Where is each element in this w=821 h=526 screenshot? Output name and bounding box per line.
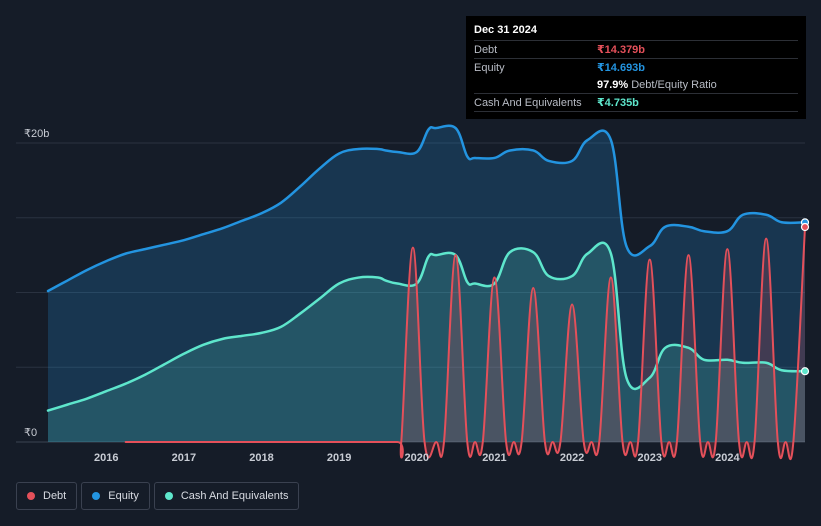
x-tick-label: 2021 [482, 452, 506, 464]
hover-tooltip: Dec 31 2024 Debt ₹14.379b Equity ₹14.693… [466, 16, 806, 119]
x-tick-label: 2023 [637, 452, 661, 464]
cash-line [46, 241, 807, 412]
y-tick-label: ₹0 [24, 427, 37, 439]
x-tick-label: 2017 [172, 452, 196, 464]
legend-label-debt: Debt [43, 490, 67, 502]
debt-area [125, 227, 805, 460]
tooltip-equity-value: ₹14.693b [597, 62, 646, 74]
y-tick-label: ₹20b [24, 128, 49, 140]
legend-item-debt[interactable]: Debt [16, 482, 78, 510]
tooltip-ratio-row: 97.9% Debt/Equity Ratio [474, 76, 798, 93]
chart-legend: Debt Equity Cash And Equivalents [16, 482, 300, 510]
legend-item-cash[interactable]: Cash And Equivalents [153, 482, 300, 510]
tooltip-cash-row: Cash And Equivalents ₹4.735b [474, 93, 798, 112]
legend-label-cash: Cash And Equivalents [180, 490, 289, 502]
series-lines [46, 124, 807, 461]
grid-lines [16, 142, 805, 443]
tooltip-equity-label: Equity [474, 61, 505, 74]
cash-dot-icon [164, 492, 173, 500]
tooltip-equity-row: Equity ₹14.693b [474, 58, 798, 76]
equity-line [46, 124, 807, 293]
equity-dot-icon [92, 492, 101, 500]
x-tick-label: 2022 [560, 452, 584, 464]
legend-item-equity[interactable]: Equity [81, 482, 150, 510]
x-tick-label: 2019 [327, 452, 351, 464]
tooltip-debt-label: Debt [474, 43, 498, 56]
tooltip-debt-row: Debt ₹14.379b [474, 40, 798, 58]
tooltip-cash-label: Cash And Equivalents [474, 96, 582, 109]
x-tick-label: 2020 [405, 452, 429, 464]
tooltip-ratio-value: 97.9% [597, 78, 629, 91]
end-markers [800, 218, 810, 376]
cash-end-marker [800, 367, 810, 376]
legend-label-equity: Equity [108, 490, 139, 502]
debt-dot-icon [27, 492, 35, 500]
x-tick-label: 2016 [94, 452, 118, 464]
equity-area [48, 125, 805, 442]
x-tick-label: 2024 [715, 452, 740, 464]
x-axis-labels: 2016 2017 2018 2019 2020 2021 2022 2023 2024 [94, 452, 740, 464]
tooltip-debt-value: ₹14.379b [597, 44, 646, 56]
tooltip-cash-value: ₹4.735b [597, 97, 639, 109]
tooltip-ratio-label: Debt/Equity Ratio [631, 78, 717, 91]
x-tick-label: 2018 [249, 452, 273, 464]
debt-line [124, 226, 806, 461]
tooltip-date: Dec 31 2024 [474, 24, 537, 36]
y-axis-labels: ₹20b ₹0 [24, 128, 49, 439]
debt-end-marker [800, 222, 810, 232]
